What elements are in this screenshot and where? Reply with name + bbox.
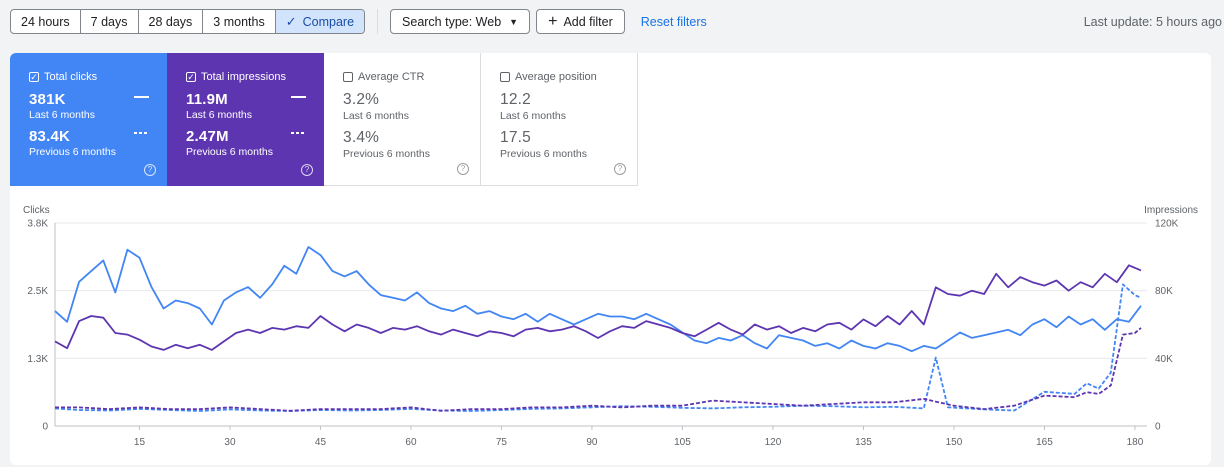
total-clicks-card[interactable]: ✓ Total clicks 381K Last 6 months 83.4K … xyxy=(10,53,167,186)
metric-previous-value: 83.4K xyxy=(29,128,71,145)
impressions-previous-line xyxy=(55,327,1142,412)
metric-current-period: Last 6 months xyxy=(29,109,95,121)
x-tick-label: 15 xyxy=(134,437,146,448)
toolbar: 24 hours 7 days 28 days 3 months ✓ Compa… xyxy=(10,9,707,34)
average-ctr-card[interactable]: Average CTR 3.2% Last 6 months 3.4% Prev… xyxy=(324,53,481,186)
caret-down-icon: ▼ xyxy=(509,16,519,27)
x-tick-label: 30 xyxy=(224,437,236,448)
dashed-line-legend-icon xyxy=(134,132,149,134)
range-24-hours-button[interactable]: 24 hours xyxy=(11,10,81,33)
solid-line-legend-icon xyxy=(291,96,306,98)
x-tick-label: 180 xyxy=(1127,437,1144,448)
metric-label: Average CTR xyxy=(358,71,425,83)
checkbox-unchecked-icon[interactable] xyxy=(500,72,510,82)
metric-current-period: Last 6 months xyxy=(500,110,566,122)
metric-cards: ✓ Total clicks 381K Last 6 months 83.4K … xyxy=(10,53,638,186)
compare-label: Compare xyxy=(302,14,355,29)
plus-icon: + xyxy=(548,12,558,30)
checkbox-checked-icon[interactable]: ✓ xyxy=(186,72,196,82)
checkbox-unchecked-icon[interactable] xyxy=(343,72,353,82)
average-position-card[interactable]: Average position 12.2 Last 6 months 17.5… xyxy=(481,53,638,186)
toolbar-divider xyxy=(377,9,379,34)
range-28-days-button[interactable]: 28 days xyxy=(139,10,204,33)
metric-previous-value: 3.4% xyxy=(343,129,380,146)
help-icon[interactable]: ? xyxy=(144,164,156,176)
search-type-dropdown[interactable]: Search type: Web ▼ xyxy=(390,9,531,34)
metric-current-value: 3.2% xyxy=(343,91,380,108)
performance-chart[interactable]: 0 0 1.3K 40K 2.5K 80K 3.8K 120K Clicks Impression… xyxy=(10,53,1211,465)
x-tick-label: 165 xyxy=(1036,437,1053,448)
performance-panel: ✓ Total clicks 381K Last 6 months 83.4K … xyxy=(10,53,1211,465)
metric-current-period: Last 6 months xyxy=(343,110,409,122)
y-right-axis-title: Impressions xyxy=(1144,205,1198,216)
metric-previous-value: 17.5 xyxy=(500,129,531,146)
metric-previous-value: 2.47M xyxy=(186,128,229,145)
reset-filters-link[interactable]: Reset filters xyxy=(640,14,707,29)
range-3-months-button[interactable]: 3 months xyxy=(203,10,276,33)
metric-current-value: 12.2 xyxy=(500,91,531,108)
checkbox-checked-icon[interactable]: ✓ xyxy=(29,72,39,82)
metric-label: Average position xyxy=(515,71,597,83)
y-left-tick-label: 2.5K xyxy=(27,286,48,297)
x-tick-label: 45 xyxy=(315,437,327,448)
y-right-tick-label: 120K xyxy=(1155,219,1179,230)
y-left-tick-label: 1.3K xyxy=(27,354,48,365)
checkmark-icon: ✓ xyxy=(285,13,297,29)
range-7-days-button[interactable]: 7 days xyxy=(81,10,139,33)
y-left-tick-label: 3.8K xyxy=(27,219,48,230)
x-tick-label: 75 xyxy=(496,437,508,448)
metric-current-value: 11.9M xyxy=(186,91,228,108)
y-left-tick-label: 0 xyxy=(42,422,48,433)
impressions-current-line xyxy=(54,264,1142,351)
compare-button[interactable]: ✓ Compare xyxy=(275,10,365,33)
clicks-previous-line xyxy=(54,283,1142,412)
search-type-label: Search type: Web xyxy=(402,14,502,29)
x-tick-label: 135 xyxy=(855,437,872,448)
y-left-axis-title: Clicks xyxy=(23,205,50,216)
dashed-line-legend-icon xyxy=(291,132,306,134)
x-tick-label: 90 xyxy=(586,437,598,448)
metric-current-period: Last 6 months xyxy=(186,109,252,121)
add-filter-label: Add filter xyxy=(563,14,613,29)
x-tick-label: 150 xyxy=(946,437,963,448)
metric-previous-period: Previous 6 months xyxy=(186,146,273,158)
x-tick-label: 60 xyxy=(405,437,417,448)
solid-line-legend-icon xyxy=(134,96,149,98)
total-impressions-card[interactable]: ✓ Total impressions 11.9M Last 6 months … xyxy=(167,53,324,186)
last-update-text: Last update: 5 hours ago xyxy=(1083,15,1222,29)
date-range-selector: 24 hours 7 days 28 days 3 months ✓ Compa… xyxy=(10,9,366,34)
metric-previous-period: Previous 6 months xyxy=(29,146,116,158)
add-filter-button[interactable]: + Add filter xyxy=(536,9,625,34)
clicks-current-line xyxy=(54,246,1142,353)
metric-previous-period: Previous 6 months xyxy=(500,148,587,160)
y-right-tick-label: 0 xyxy=(1155,422,1161,433)
help-icon[interactable]: ? xyxy=(301,164,313,176)
y-right-tick-label: 80K xyxy=(1155,286,1173,297)
x-tick-label: 105 xyxy=(674,437,691,448)
help-icon[interactable]: ? xyxy=(614,163,626,175)
metric-label: Total clicks xyxy=(44,71,98,83)
x-tick-label: 120 xyxy=(765,437,782,448)
metric-label: Total impressions xyxy=(201,71,286,83)
y-right-tick-label: 40K xyxy=(1155,354,1173,365)
metric-current-value: 381K xyxy=(29,91,66,108)
metric-previous-period: Previous 6 months xyxy=(343,148,430,160)
help-icon[interactable]: ? xyxy=(457,163,469,175)
